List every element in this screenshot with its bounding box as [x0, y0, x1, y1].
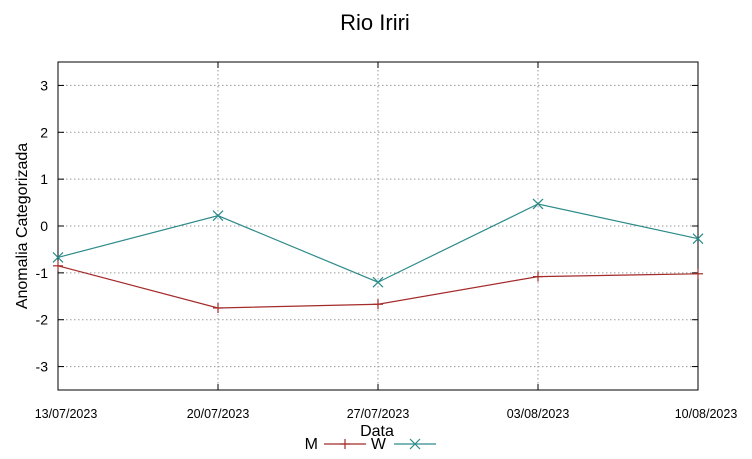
marker-stroke	[532, 198, 544, 210]
series-layer	[52, 198, 704, 313]
y-tick-label: -3	[36, 359, 49, 375]
x-tick-label: 10/08/2023	[675, 407, 738, 421]
y-tick-label: -2	[36, 312, 49, 328]
marker-stroke	[372, 276, 384, 288]
plus-marker	[340, 439, 350, 449]
x-tick-label: 13/07/2023	[35, 407, 98, 421]
chart-title: Rio Iriri	[340, 10, 410, 35]
plus-marker	[693, 268, 703, 279]
x-tick-label: 03/08/2023	[507, 407, 570, 421]
marker-stroke	[692, 233, 704, 245]
cross-marker	[532, 198, 544, 210]
y-tick-label: 1	[40, 171, 48, 187]
marker-stroke	[52, 251, 64, 263]
cross-marker	[409, 438, 421, 450]
y-tick-label: -1	[36, 265, 49, 281]
legend-label-W: W	[371, 436, 387, 453]
y-tick-label: 3	[40, 77, 48, 93]
x-axis: 13/07/2023 20/07/2023 27/07/2023 03/08/2023…	[35, 62, 738, 421]
cross-marker	[372, 276, 384, 288]
cross-marker	[692, 233, 704, 245]
y-tick-label: 0	[40, 218, 48, 234]
marker-stroke	[212, 210, 224, 222]
plus-marker	[373, 299, 383, 310]
marker-stroke	[409, 438, 421, 450]
cross-marker	[212, 210, 224, 222]
x-axis-label: Data	[360, 423, 394, 440]
grid	[58, 62, 698, 390]
y-tick-label: 2	[40, 124, 48, 140]
y-axis-label: Anomalia Categorizada	[14, 143, 31, 309]
y-axis: 3 2 1 0 -1 -2 -3	[36, 77, 698, 375]
legend-label-M: M	[305, 436, 318, 453]
cross-marker	[52, 251, 64, 263]
plus-marker	[53, 260, 63, 271]
x-tick-label: 27/07/2023	[347, 407, 410, 421]
x-tick-label: 20/07/2023	[187, 407, 250, 421]
plus-marker	[533, 271, 543, 282]
plus-marker	[213, 303, 223, 313]
